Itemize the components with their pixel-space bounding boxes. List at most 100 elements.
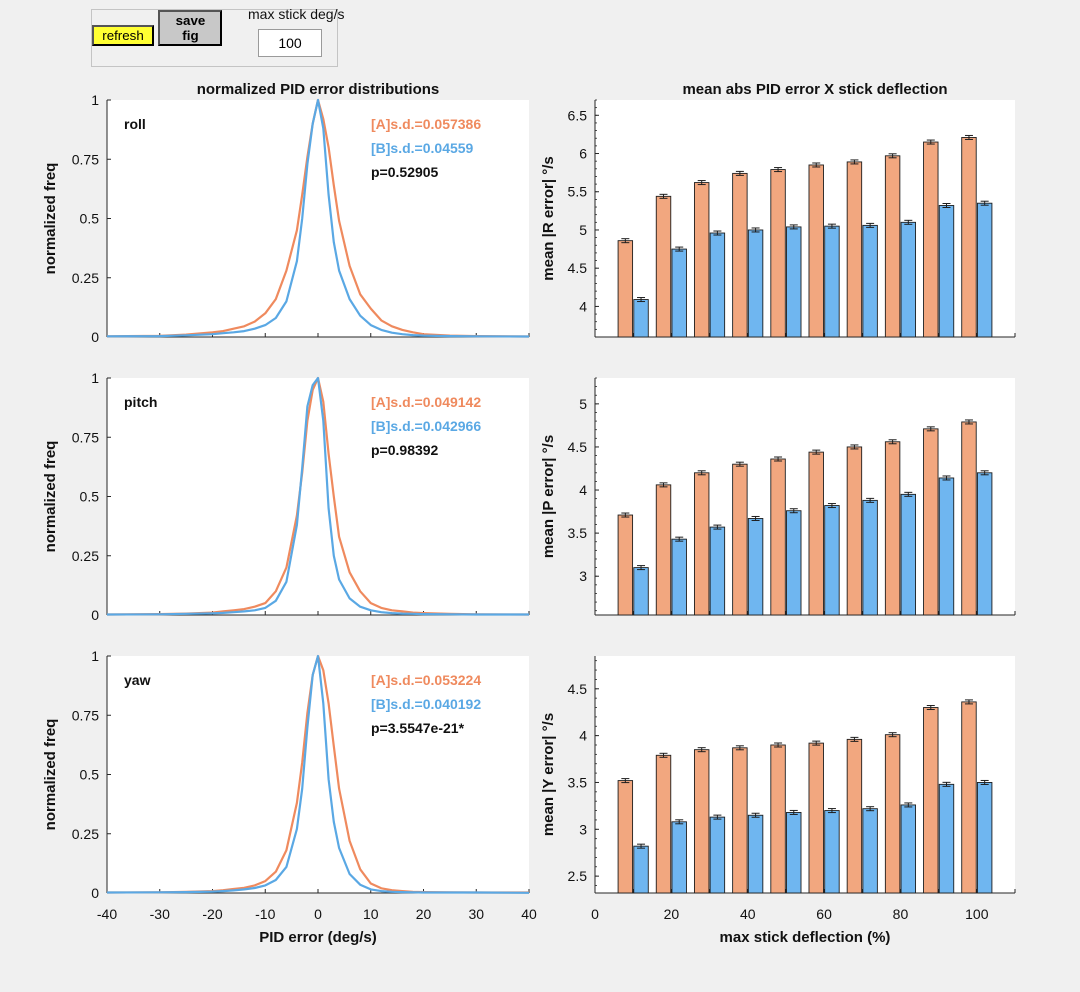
bar-A <box>808 742 824 894</box>
bar-A <box>884 155 901 338</box>
bar-A <box>655 195 672 338</box>
bar-A <box>923 707 939 894</box>
x-tick-label: 0 <box>591 906 599 922</box>
bar-panel-roll: 4 4.5 5 5.5 6 6.5 mean |R error| °/s mean abs P… <box>540 81 1016 338</box>
series-line-B <box>106 98 530 338</box>
p-value-annotation: p=0.98392 <box>371 442 439 458</box>
bar-A <box>846 161 863 338</box>
bar-A <box>617 240 634 338</box>
bar-A <box>961 421 977 616</box>
bar-panel-pitch: 3 3.5 4 4.5 5 mean |P error| °/s <box>540 377 1016 616</box>
y-axis-label: normalized freq <box>42 719 59 831</box>
y-tick-label: 4.5 <box>568 260 588 276</box>
bar-B <box>900 221 917 338</box>
x-tick-label: 40 <box>740 906 756 922</box>
bar-B <box>938 783 955 894</box>
y-tick-label: 3.5 <box>568 525 588 541</box>
sd-b-annotation: [B]s.d.=0.040192 <box>371 696 481 712</box>
y-tick-label: 0.5 <box>80 767 100 783</box>
y-tick-label: 5.5 <box>568 184 588 200</box>
sd-b-annotation: [B]s.d.=0.042966 <box>371 418 481 434</box>
y-tick-label: 0 <box>91 885 99 901</box>
bar-A <box>693 749 710 894</box>
y-tick-label: 6 <box>579 146 587 162</box>
y-tick-label: 5 <box>579 222 587 238</box>
distribution-panel-pitch: 0 0.25 0.5 0.75 1 normalized freq pitch [A]s.d.… <box>42 370 530 623</box>
y-tick-label: 0.75 <box>72 707 99 723</box>
plot-area <box>107 656 529 893</box>
bar-B <box>671 821 687 894</box>
y-tick-label: 0.25 <box>72 270 99 286</box>
bar-B <box>976 202 993 338</box>
y-tick-label: 1 <box>91 648 99 664</box>
bar-A <box>923 428 939 616</box>
sd-b-annotation: [B]s.d.=0.04559 <box>371 140 474 156</box>
x-tick-label: 60 <box>816 906 832 922</box>
y-tick-label: 5 <box>579 396 587 412</box>
bar-A <box>655 484 672 616</box>
sd-a-annotation: [A]s.d.=0.057386 <box>371 116 481 132</box>
bar-B <box>900 804 917 894</box>
bar-A <box>961 137 977 338</box>
bar-B <box>938 477 955 616</box>
y-tick-label: 2.5 <box>568 868 588 884</box>
bar-A <box>846 738 863 894</box>
bar-B <box>786 226 802 338</box>
bar-B <box>862 808 878 894</box>
distribution-panel-roll: 0 0.25 0.5 0.75 1 normalized freq normalized P… <box>42 81 530 345</box>
p-value-annotation: p=3.5547e-21* <box>371 720 465 736</box>
sd-a-annotation: [A]s.d.=0.053224 <box>371 672 481 688</box>
y-tick-label: 0.25 <box>72 826 99 842</box>
x-tick-label: 20 <box>416 906 432 922</box>
max-stick-input[interactable] <box>258 29 322 57</box>
bar-A <box>693 182 710 338</box>
bar-A <box>884 734 901 894</box>
x-tick-label: 20 <box>664 906 680 922</box>
bar-B <box>633 845 649 894</box>
bar-A <box>732 463 748 616</box>
refresh-button[interactable]: refresh <box>92 25 154 46</box>
bar-B <box>709 232 726 338</box>
max-stick-label: max stick deg/s <box>248 6 345 22</box>
y-tick-label: 0.5 <box>80 489 100 505</box>
bar-B <box>900 493 917 616</box>
bar-B <box>747 229 764 338</box>
chart-title: normalized PID error distributions <box>197 81 440 98</box>
x-tick-label: -10 <box>255 906 275 922</box>
bar-A <box>961 701 977 894</box>
y-tick-label: 4.5 <box>568 439 588 455</box>
y-tick-label: 4.5 <box>568 681 588 697</box>
bar-A <box>617 514 634 616</box>
bar-B <box>976 472 993 616</box>
plot-area <box>107 100 529 337</box>
bar-B <box>747 814 764 894</box>
axis-name-label: yaw <box>124 672 151 688</box>
bar-A <box>884 441 901 616</box>
bar-B <box>824 225 840 338</box>
series-line-B <box>106 376 529 616</box>
y-tick-label: 3 <box>579 568 587 584</box>
x-tick-label: -30 <box>150 906 170 922</box>
y-tick-label: 6.5 <box>568 107 588 123</box>
bar-A <box>693 472 710 616</box>
y-tick-label: 0.5 <box>80 211 100 227</box>
x-tick-label: 100 <box>965 906 989 922</box>
y-tick-label: 4 <box>579 482 587 498</box>
bar-A <box>617 780 634 894</box>
y-axis-label: mean |P error| °/s <box>540 435 557 558</box>
bar-B <box>709 816 726 894</box>
y-tick-label: 4 <box>579 728 587 744</box>
axis-name-label: pitch <box>124 394 157 410</box>
bar-A <box>923 141 939 338</box>
y-tick-label: 3 <box>579 821 587 837</box>
distribution-panel-yaw: 0 0.25 0.5 0.75 1 -40 -30 -20 -10 0 10 20 30 40 normal… <box>42 648 537 946</box>
x-axis-label: max stick deflection (%) <box>720 929 891 946</box>
save-fig-button[interactable]: save fig <box>158 10 223 46</box>
p-value-annotation: p=0.52905 <box>371 164 439 180</box>
x-tick-label: -20 <box>202 906 222 922</box>
y-tick-label: 3.5 <box>568 774 588 790</box>
x-tick-label: 80 <box>893 906 909 922</box>
y-tick-label: 0.75 <box>72 429 99 445</box>
bar-A <box>770 744 786 894</box>
axis-name-label: roll <box>124 116 146 132</box>
